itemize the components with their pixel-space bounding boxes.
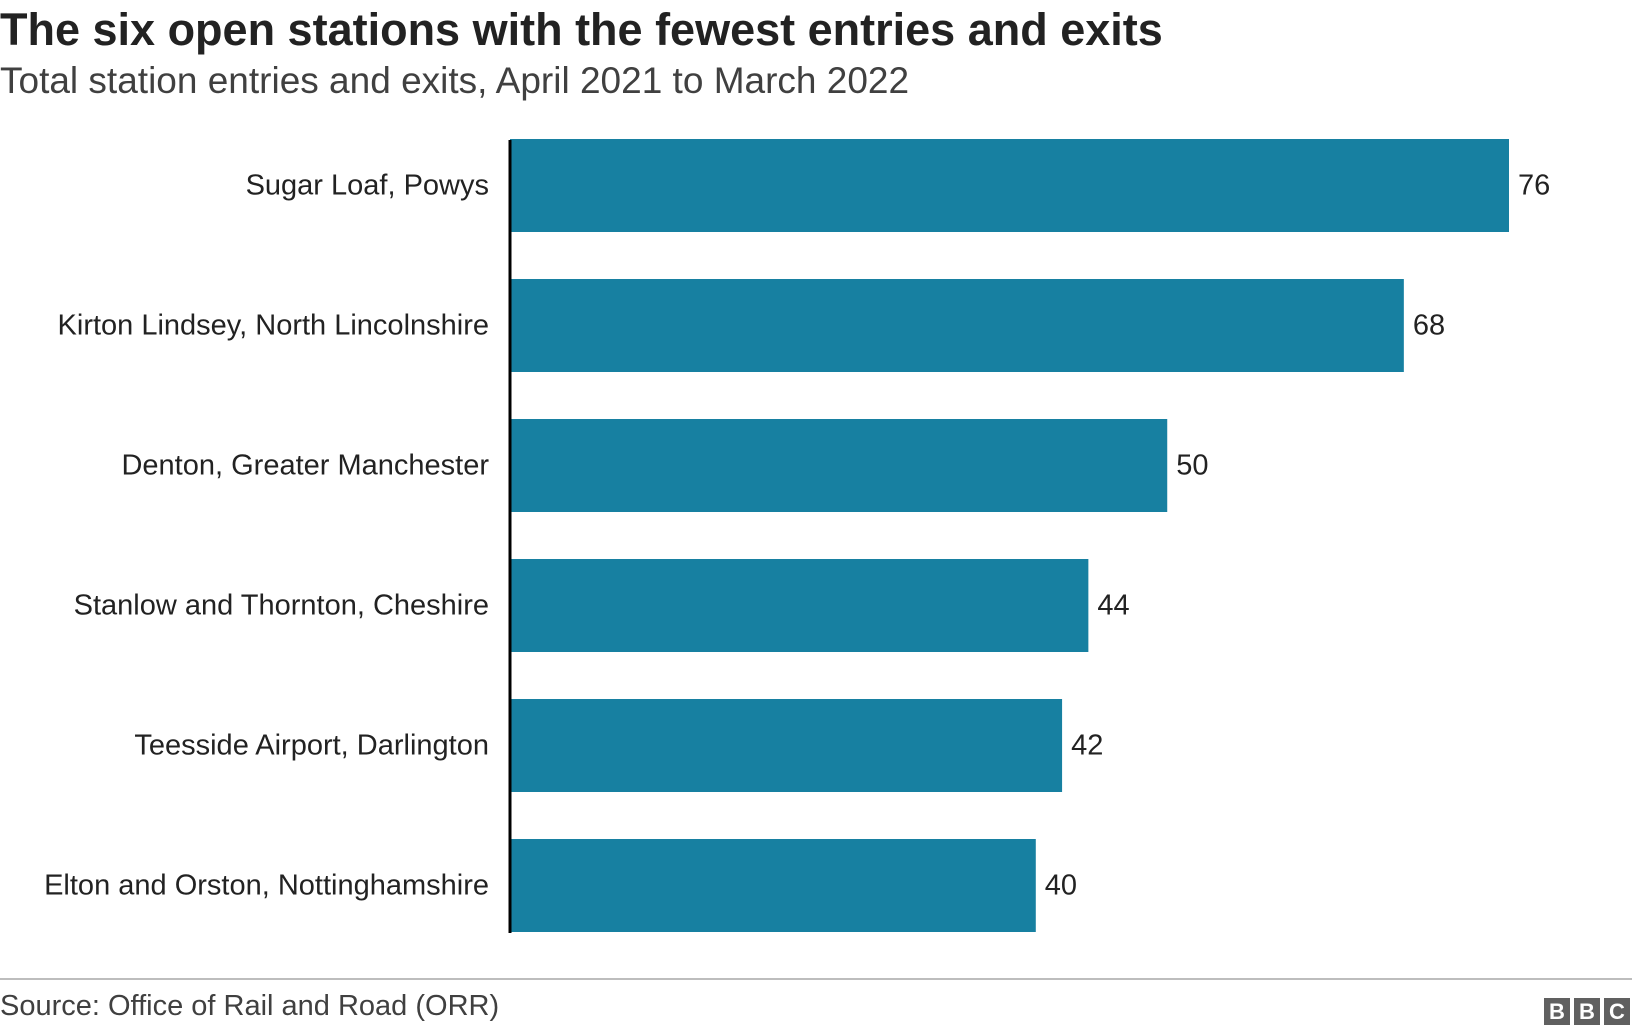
value-label-5: 40: [1045, 870, 1077, 902]
value-label-0: 76: [1518, 170, 1550, 202]
bbc-logo: B B C: [1544, 998, 1630, 1025]
category-label-0: Sugar Loaf, Powys: [246, 170, 489, 202]
bar-4: [510, 699, 1063, 792]
bar-chart: Sugar Loaf, Powys 76 Kirton Lindsey, North…: [44, 139, 1550, 933]
bar-3: [510, 559, 1089, 652]
category-label-1: Kirton Lindsey, North Lincolnshire: [58, 310, 489, 342]
value-label-4: 42: [1071, 730, 1103, 762]
category-label-4: Teesside Airport, Darlington: [134, 730, 489, 762]
source-note: Source: Office of Rail and Road (ORR): [0, 990, 500, 1022]
chart-title: The six open stations with the fewest en…: [0, 4, 1163, 55]
value-label-1: 68: [1413, 310, 1445, 342]
bbc-logo-block-2: B: [1574, 998, 1600, 1025]
bbc-logo-block-3: C: [1604, 998, 1630, 1025]
bar-2: [510, 419, 1168, 512]
value-label-2: 50: [1176, 450, 1208, 482]
category-label-2: Denton, Greater Manchester: [121, 450, 489, 482]
category-label-5: Elton and Orston, Nottinghamshire: [44, 870, 489, 902]
bar-0: [510, 139, 1509, 232]
bar-5: [510, 839, 1036, 932]
bar-1: [510, 279, 1404, 372]
bbc-logo-block-1: B: [1544, 998, 1570, 1025]
value-label-3: 44: [1097, 590, 1129, 622]
footer-divider: [0, 978, 1632, 980]
chart-subtitle: Total station entries and exits, April 2…: [0, 60, 910, 101]
category-label-3: Stanlow and Thornton, Cheshire: [74, 590, 489, 622]
